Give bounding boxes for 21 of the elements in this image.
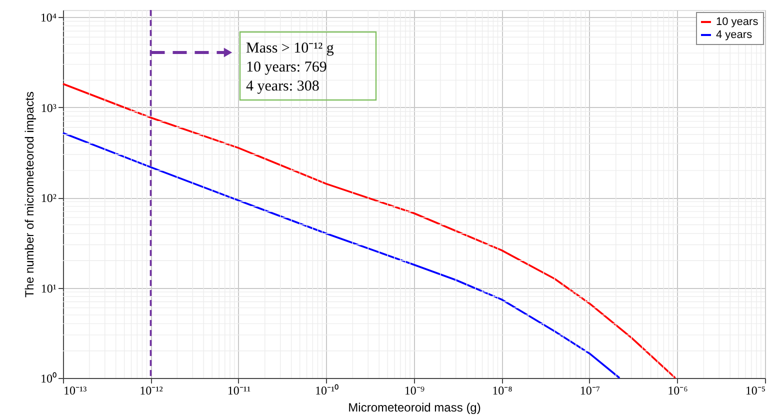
x-tick-label: 10⁻¹³ bbox=[64, 384, 88, 398]
x-tick-label: 10⁻⁷ bbox=[580, 384, 600, 398]
x-tick-label: 10⁻¹⁰ bbox=[314, 384, 339, 398]
annotation: 10 years: 769 bbox=[246, 60, 327, 76]
annotation: 4 years: 308 bbox=[246, 78, 320, 94]
x-tick-label: 10⁻⁵ bbox=[745, 384, 766, 398]
x-tick-label: 10⁻⁹ bbox=[404, 384, 425, 398]
x-axis-title: Micrometeoroid mass (g) bbox=[348, 400, 481, 414]
x-tick-label: 10⁻¹² bbox=[140, 384, 164, 398]
legend-label: 10 years bbox=[716, 16, 759, 28]
legend-label: 4 years bbox=[716, 29, 753, 41]
x-tick-label: 10⁻⁶ bbox=[668, 384, 688, 398]
y-tick-label: 10¹ bbox=[40, 281, 57, 296]
x-tick-label: 10⁻¹¹ bbox=[227, 384, 251, 398]
y-tick-label: 10³ bbox=[40, 100, 57, 115]
y-tick-label: 10⁰ bbox=[40, 372, 56, 386]
y-tick-label: 10² bbox=[40, 191, 57, 206]
annotation: Mass > 10⁻¹² g bbox=[246, 40, 334, 56]
x-tick-label: 10⁻⁸ bbox=[492, 384, 512, 398]
y-axis-title: The number of micrometeorod impacts bbox=[22, 91, 36, 298]
y-tick-label: 10⁴ bbox=[40, 10, 56, 25]
